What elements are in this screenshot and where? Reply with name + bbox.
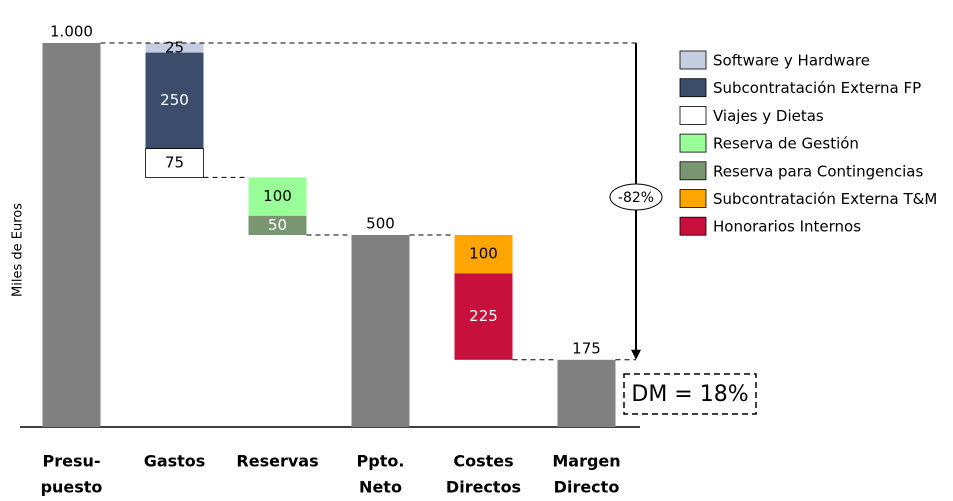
segment <box>145 52 204 149</box>
segment <box>248 215 307 235</box>
legend-swatch <box>679 133 707 153</box>
segment <box>248 177 307 216</box>
x-tick-label: Ppto. <box>357 452 405 471</box>
legend-label: Honorarios Internos <box>713 218 861 236</box>
segment <box>454 235 513 274</box>
x-tick-label: Directos <box>446 478 521 497</box>
legend-label: Viajes y Dietas <box>713 107 824 125</box>
total-label: 500 <box>366 215 395 233</box>
legend-label: Subcontratación Externa FP <box>713 79 921 97</box>
segment-label: 225 <box>469 307 498 325</box>
legend-swatch <box>679 50 707 70</box>
x-tick-label: Reservas <box>236 452 318 471</box>
x-tick-label: Directo <box>554 478 620 497</box>
segment-label: 250 <box>160 91 189 109</box>
legend-label: Software y Hardware <box>713 52 870 70</box>
total-label: 1.000 <box>50 23 93 41</box>
segment <box>145 43 204 53</box>
legend-label: Reserva para Contingencias <box>713 162 923 180</box>
change-bubble <box>609 183 663 211</box>
x-tick-label: Gastos <box>144 452 206 471</box>
legend-swatch <box>679 78 707 98</box>
x-tick-label: Presu- <box>42 452 100 471</box>
segment-label: 75 <box>165 154 184 172</box>
legend-swatch <box>679 106 707 125</box>
margin-box <box>623 373 757 415</box>
x-tick-label: Margen <box>552 452 620 471</box>
x-tick-label: Neto <box>359 478 402 497</box>
x-tick-label: Costes <box>453 452 513 471</box>
total-bar <box>351 235 410 427</box>
total-bar <box>557 359 616 427</box>
total-bar <box>42 43 101 427</box>
total-label: 175 <box>572 339 601 357</box>
segment-label: 100 <box>263 187 292 205</box>
legend-swatch <box>679 216 707 236</box>
arrow-head <box>631 349 641 360</box>
legend-label: Reserva de Gestión <box>713 135 859 153</box>
legend-swatch <box>679 189 707 208</box>
segment-label: 50 <box>268 216 287 234</box>
legend-label: Subcontratación Externa T&M <box>713 190 937 208</box>
change-annotation: -82% <box>618 190 654 206</box>
y-axis-label: Miles de Euros <box>11 203 26 297</box>
segment-label: 100 <box>469 245 498 263</box>
segment <box>454 273 513 360</box>
segment <box>145 148 204 178</box>
segment-label: 25 <box>165 38 184 56</box>
legend-swatch <box>679 161 707 181</box>
x-tick-label: puesto <box>41 478 103 497</box>
margin-annotation: DM = 18% <box>631 382 748 407</box>
